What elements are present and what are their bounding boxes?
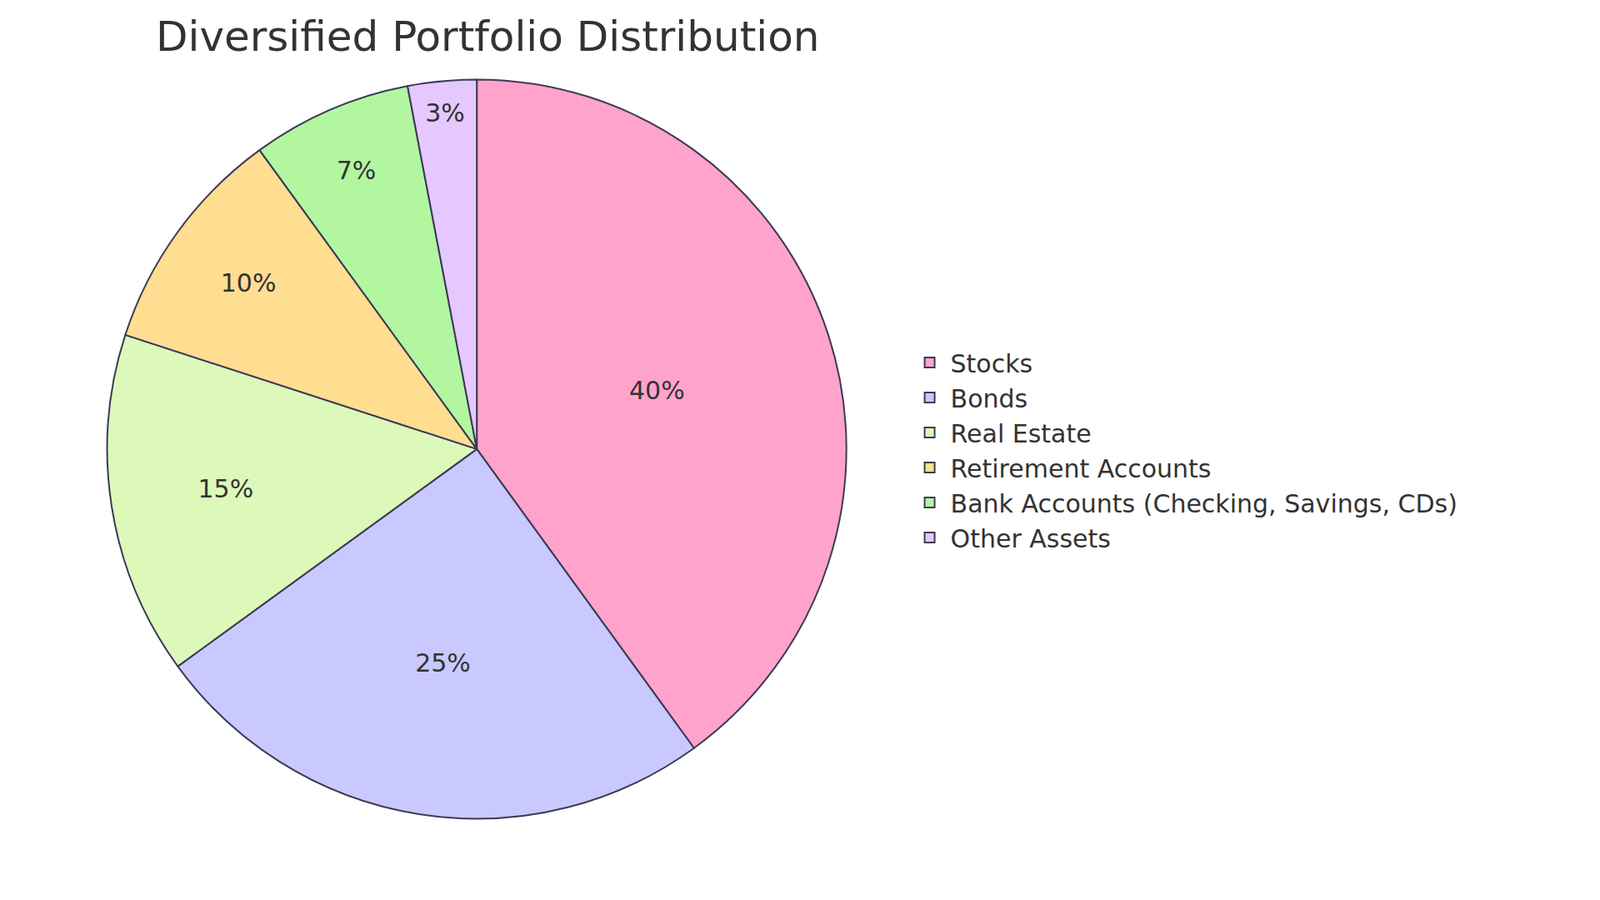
- svg-text:Bank Accounts (Checking, Savin: Bank Accounts (Checking, Savings, CDs): [950, 489, 1458, 519]
- svg-text:40%: 40%: [629, 375, 685, 405]
- svg-text:Other Assets: Other Assets: [950, 524, 1111, 554]
- svg-text:7%: 7%: [336, 155, 377, 185]
- svg-text:10%: 10%: [220, 268, 277, 298]
- svg-text:Retirement Accounts: Retirement Accounts: [950, 454, 1212, 484]
- svg-text:Diversified Portfolio Distribu: Diversified Portfolio Distribution: [155, 12, 820, 61]
- svg-text:Stocks: Stocks: [950, 349, 1034, 379]
- svg-text:3%: 3%: [425, 98, 465, 128]
- svg-text:Real Estate: Real Estate: [950, 419, 1092, 449]
- svg-text:Bonds: Bonds: [950, 384, 1029, 414]
- svg-text:25%: 25%: [415, 648, 471, 678]
- svg-text:15%: 15%: [198, 474, 255, 504]
